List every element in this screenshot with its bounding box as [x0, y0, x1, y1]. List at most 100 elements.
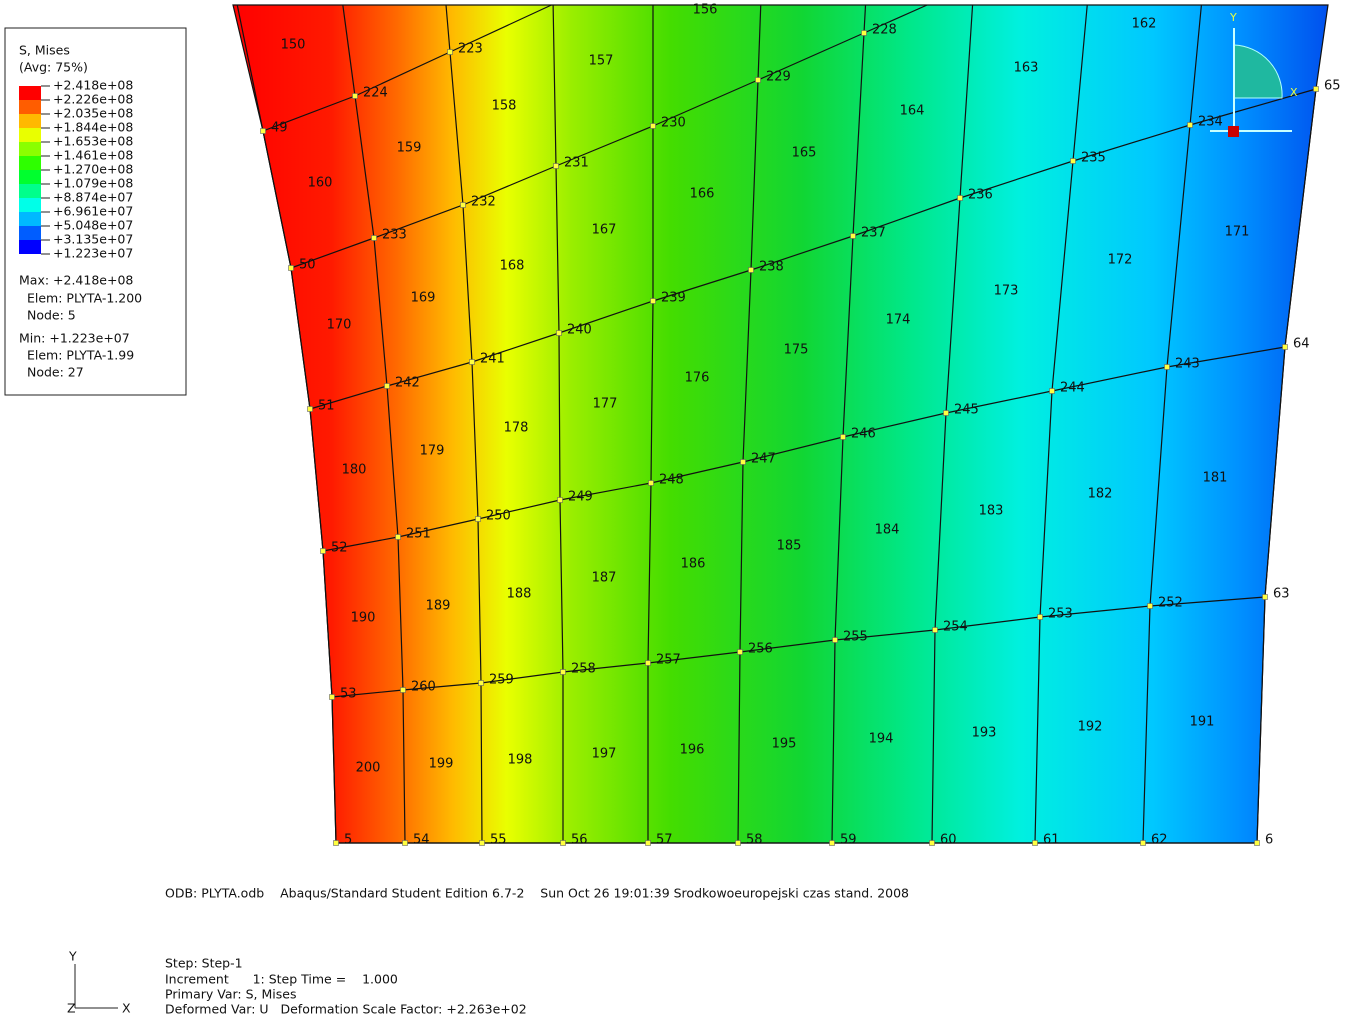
node-marker — [1037, 614, 1043, 620]
node-marker — [352, 93, 358, 99]
element-label: 184 — [875, 523, 900, 538]
min-node: Node: 27 — [27, 365, 84, 380]
node-marker — [840, 434, 846, 440]
node-label: 229 — [766, 70, 791, 85]
node-marker — [650, 123, 656, 129]
element-label: 192 — [1078, 720, 1103, 735]
element-label: 168 — [500, 259, 525, 274]
element-label: 181 — [1203, 471, 1228, 486]
node-label: 243 — [1175, 357, 1200, 372]
node-label: 258 — [571, 662, 596, 677]
element-label: 194 — [869, 732, 894, 747]
node-marker — [1282, 344, 1288, 350]
legend-level: +2.226e+08 — [53, 92, 133, 107]
legend-level: +8.874e+07 — [53, 190, 133, 205]
node-label: 6 — [1265, 833, 1273, 848]
node-label: 58 — [746, 833, 763, 848]
legend-subtitle: (Avg: 75%) — [19, 60, 88, 75]
odb-info: ODB: PLYTA.odb Abaqus/Standard Student E… — [165, 886, 909, 901]
element-label: 157 — [589, 54, 614, 69]
node-marker — [371, 235, 377, 241]
node-label: 54 — [413, 833, 430, 848]
node-label: 237 — [861, 226, 886, 241]
node-marker — [737, 649, 743, 655]
node-label: 255 — [843, 630, 868, 645]
node-label: 248 — [659, 473, 684, 488]
element-label: 188 — [507, 587, 532, 602]
legend-level: +3.135e+07 — [53, 232, 133, 247]
legend: S, Mises (Avg: 75%) Max: +2.418e+08 Elem… — [4, 27, 187, 396]
element-label: 183 — [979, 504, 1004, 519]
element-label: 156 — [693, 3, 718, 18]
model: 150 156 157 162 163 158 164 159 165 160 166 167 171 1… — [232, 3, 1341, 848]
element-label: 173 — [994, 284, 1019, 299]
node-marker — [1262, 594, 1268, 600]
node-marker — [1313, 86, 1319, 92]
triad-y: Y — [68, 949, 77, 964]
element-label: 190 — [351, 611, 376, 626]
node-label: 63 — [1273, 587, 1290, 602]
node-marker — [932, 627, 938, 633]
node-marker — [307, 406, 313, 412]
node-label: 228 — [872, 23, 897, 38]
node-label: 5 — [344, 833, 352, 848]
element-label: 179 — [420, 444, 445, 459]
legend-swatch — [19, 100, 41, 114]
node-marker — [460, 202, 466, 208]
node-label: 50 — [299, 258, 316, 273]
node-marker — [748, 267, 754, 273]
node-label: 62 — [1151, 833, 1168, 848]
legend-swatch — [19, 86, 41, 100]
view-triad-x-label: X — [1290, 86, 1298, 99]
element-label: 189 — [426, 599, 451, 614]
legend-swatch — [19, 128, 41, 142]
element-label: 177 — [593, 397, 618, 412]
node-label: 57 — [656, 833, 673, 848]
node-marker — [402, 840, 408, 846]
element-label: 178 — [504, 421, 529, 436]
node-marker — [384, 383, 390, 389]
node-label: 249 — [568, 490, 593, 505]
node-marker — [400, 687, 406, 693]
node-marker — [645, 660, 651, 666]
node-marker — [1254, 840, 1260, 846]
node-label: 232 — [471, 195, 496, 210]
mesh-line — [647, 5, 654, 843]
node-marker — [740, 459, 746, 465]
node-marker — [478, 680, 484, 686]
node-marker — [475, 516, 481, 522]
node-label: 60 — [940, 833, 957, 848]
element-label: 167 — [592, 223, 617, 238]
view-triad-quarter — [1233, 44, 1283, 99]
max-elem: Elem: PLYTA-1.200 — [27, 291, 142, 306]
element-label: 171 — [1225, 225, 1250, 240]
node-label: 247 — [751, 452, 776, 467]
node-marker — [560, 840, 566, 846]
node-label: 224 — [363, 86, 388, 101]
element-label: 165 — [792, 146, 817, 161]
node-label: 239 — [661, 291, 686, 306]
node-label: 256 — [748, 642, 773, 657]
node-label: 51 — [318, 399, 335, 414]
mesh-line — [831, 4, 867, 844]
legend-swatch — [19, 212, 41, 226]
node-label: 240 — [567, 323, 592, 338]
node-label: 55 — [490, 833, 507, 848]
node-label: 238 — [759, 260, 784, 275]
contour-field — [233, 5, 1328, 843]
max-node: Node: 5 — [27, 308, 76, 323]
node-label: 236 — [968, 188, 993, 203]
node-marker — [735, 840, 741, 846]
element-label: 172 — [1108, 253, 1133, 268]
node-marker — [645, 840, 651, 846]
primary-var: Primary Var: S, Mises — [165, 987, 296, 1002]
node-marker — [329, 694, 335, 700]
node-marker — [260, 128, 266, 134]
element-label: 160 — [308, 176, 333, 191]
legend-level: +6.961e+07 — [53, 204, 133, 219]
legend-level: +2.418e+08 — [53, 78, 133, 93]
triad-z: Z — [67, 1001, 76, 1016]
node-label: 235 — [1081, 151, 1106, 166]
node-marker — [832, 637, 838, 643]
